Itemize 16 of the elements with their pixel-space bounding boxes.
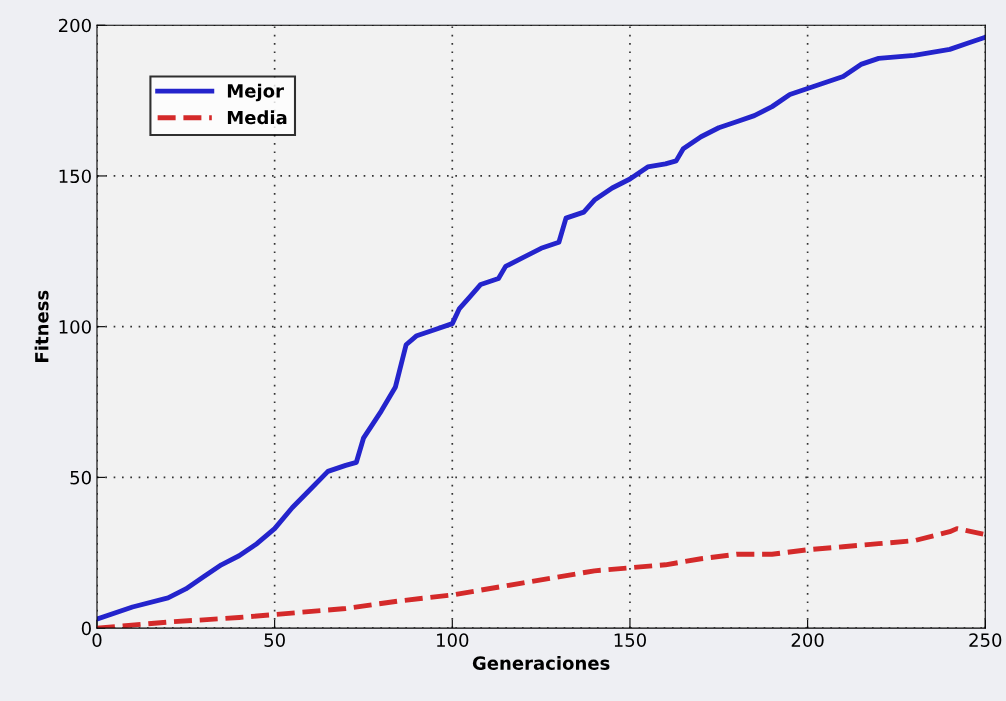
y-tick-label: 100 — [59, 320, 91, 334]
x-tick-label: 150 — [614, 633, 646, 647]
legend-label: Mejor — [227, 83, 284, 102]
x-tick-label: 100 — [437, 633, 469, 647]
y-tick-label: 150 — [59, 169, 91, 184]
x-tick-label: 200 — [791, 633, 824, 647]
y-tick-label: 0 — [81, 621, 91, 636]
x-tick-label: 0 — [92, 633, 102, 647]
legend-label: Media — [227, 110, 287, 125]
y-tick-label: 200 — [58, 18, 91, 33]
y-axis-title: Fitness — [34, 290, 49, 362]
line-series — [96, 34, 986, 622]
x-tick-label: 50 — [264, 633, 285, 647]
y-tick-label: 50 — [70, 470, 91, 485]
x-tick-label: 250 — [969, 633, 1002, 647]
x-axis-title: Generaciones — [472, 655, 610, 670]
